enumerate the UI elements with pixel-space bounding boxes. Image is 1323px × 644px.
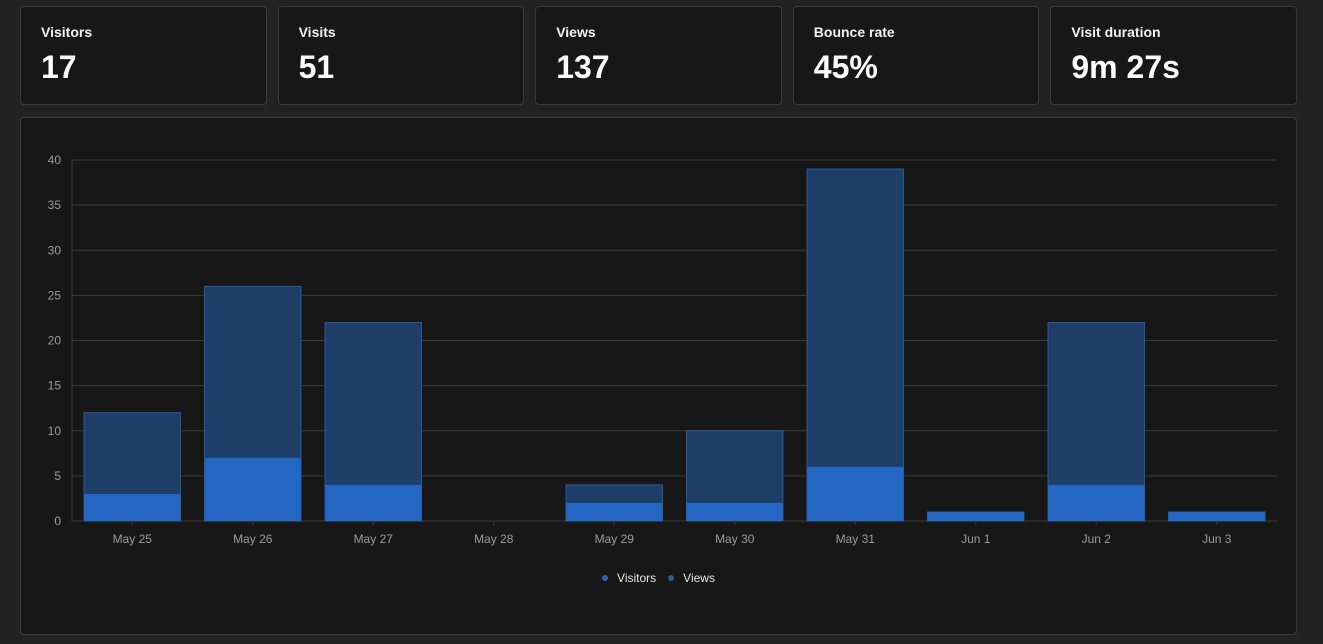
stat-card-visits[interactable]: Visits 51 — [277, 6, 525, 105]
stat-card-visitors[interactable]: Visitors 17 — [20, 6, 267, 105]
bar-visitors — [325, 484, 422, 521]
bar-visitors — [566, 502, 663, 521]
bar-chart: 0 5 10 15 20 25 30 35 40 May 25 May 26 May 27 May 28… — [48, 153, 1277, 546]
stat-value: 137 — [556, 49, 610, 85]
legend-label: Visitors — [617, 571, 657, 585]
y-tick-label: 20 — [48, 334, 62, 348]
y-tick-label: 15 — [48, 379, 62, 393]
bar-visitors — [84, 493, 181, 521]
x-tick-label: Jun 1 — [961, 532, 991, 546]
bar-visitors — [1048, 484, 1145, 521]
metrics-bar: Visitors 17 Visits 51 Views 137 Bounce r… — [20, 6, 1297, 105]
chart-panel: 0 5 10 15 20 25 30 35 40 May 25 May 26 May 27 May 28… — [20, 117, 1297, 635]
stat-card-visit-duration[interactable]: Visit duration 9m 27s — [1050, 6, 1297, 105]
x-tick-label: May 27 — [354, 532, 394, 546]
y-tick-label: 25 — [48, 288, 62, 302]
x-tick-label: Jun 3 — [1202, 532, 1232, 546]
stat-card-views[interactable]: Views 137 — [535, 6, 782, 105]
bar-visitors — [1168, 511, 1265, 521]
bar-visitors — [204, 457, 301, 521]
x-tick-label: May 26 — [233, 532, 273, 546]
stat-label: Visitors — [41, 24, 93, 40]
x-tick-label: May 28 — [474, 532, 514, 546]
x-tick-label: Jun 2 — [1082, 532, 1112, 546]
stat-value: 51 — [298, 49, 335, 85]
stat-value: 45% — [813, 49, 878, 85]
y-tick-label: 0 — [54, 514, 61, 528]
bar-views — [806, 168, 904, 522]
y-tick-label: 40 — [48, 153, 62, 167]
chart-legend: Visitors Views — [21, 571, 1296, 585]
x-tick-label: May 29 — [595, 532, 635, 546]
legend-item-visitors[interactable]: Visitors — [602, 571, 656, 585]
bar-visitors — [927, 511, 1024, 521]
bar-visitors — [807, 466, 904, 521]
y-tick-label: 5 — [54, 469, 61, 483]
legend-label: Views — [683, 571, 715, 585]
y-tick-label: 35 — [48, 198, 62, 212]
stat-value: 17 — [41, 49, 77, 85]
stat-card-bounce-rate[interactable]: Bounce rate 45% — [792, 6, 1040, 105]
legend-dot-icon — [602, 575, 609, 581]
stat-label: Visits — [298, 24, 336, 40]
stat-label: Visit duration — [1071, 24, 1161, 40]
legend-item-views[interactable]: Views — [668, 571, 715, 585]
x-tick-label: May 25 — [113, 532, 153, 546]
x-tick-label: May 31 — [836, 532, 876, 546]
bar-visitors — [686, 502, 783, 521]
stat-value: 9m 27s — [1071, 49, 1180, 85]
x-tick-label: May 30 — [715, 532, 755, 546]
y-tick-label: 30 — [48, 243, 62, 257]
legend-dot-icon — [668, 575, 675, 581]
y-tick-label: 10 — [48, 424, 62, 438]
stat-label: Views — [556, 24, 596, 40]
stat-label: Bounce rate — [813, 24, 895, 40]
